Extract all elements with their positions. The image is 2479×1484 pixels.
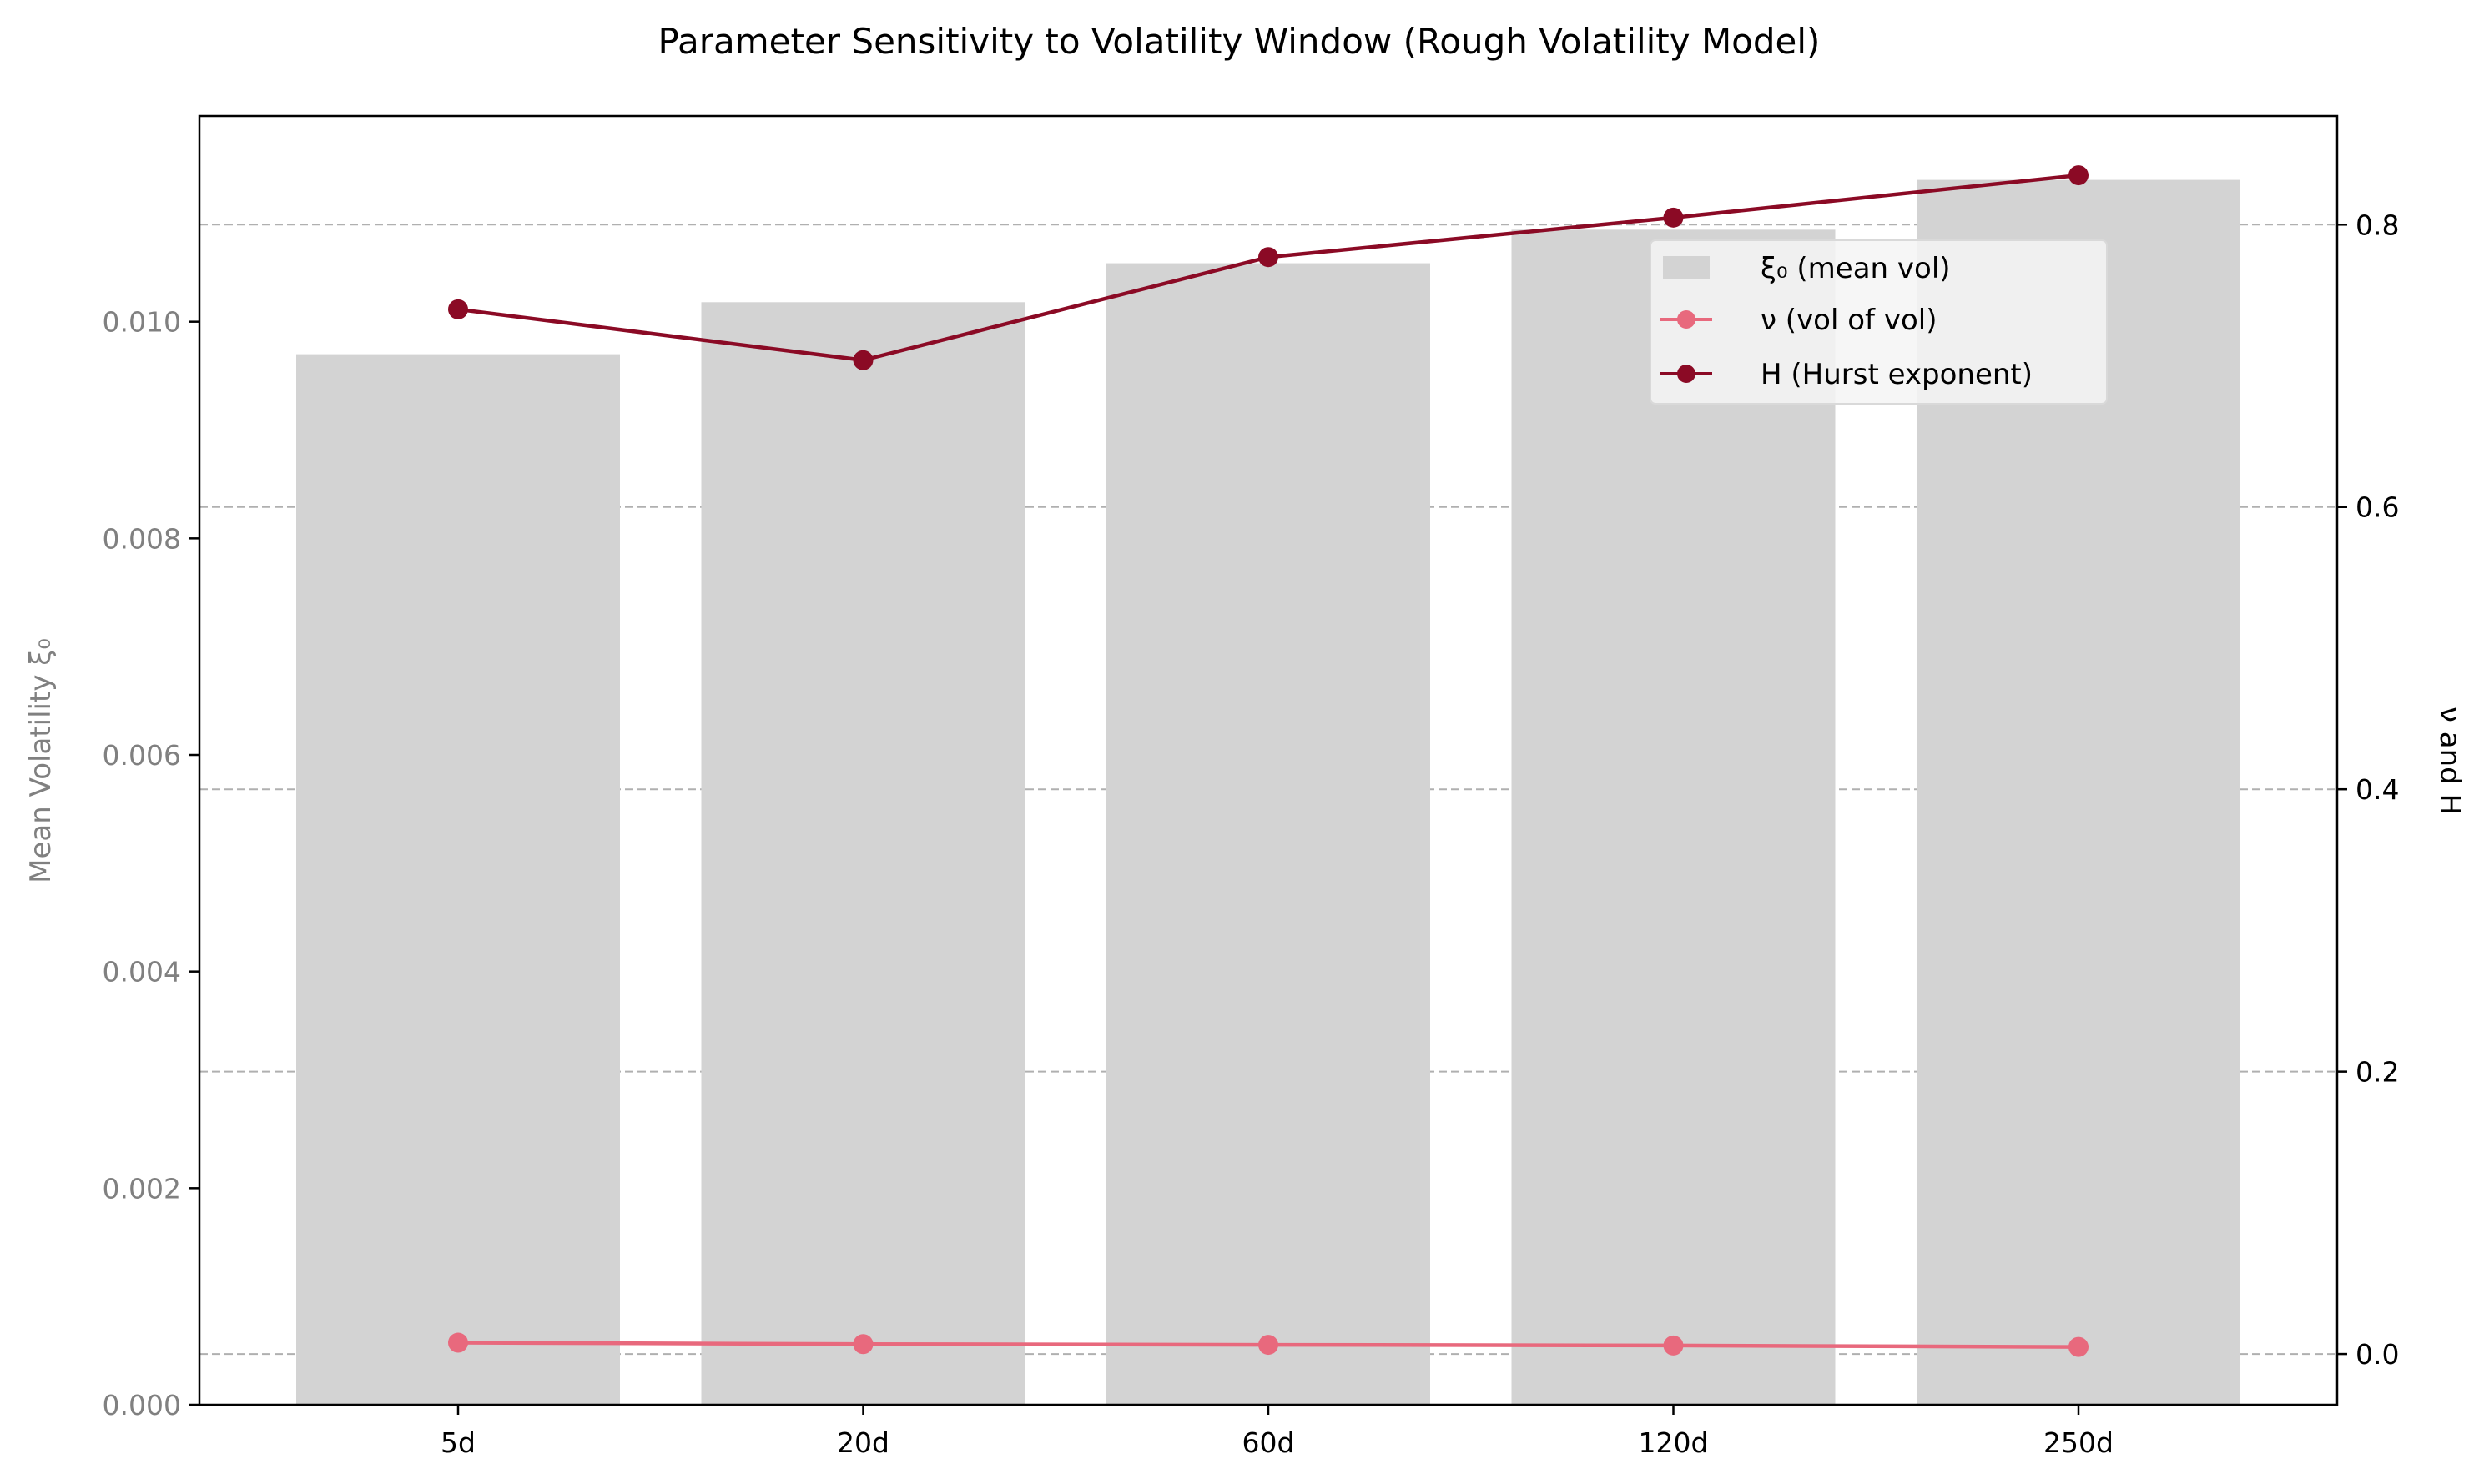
left-tick-label: 0.002 xyxy=(103,1172,181,1205)
bars xyxy=(296,179,2240,1406)
left-tick-label: 0.010 xyxy=(103,306,181,339)
left-tick-label: 0.008 xyxy=(103,522,181,555)
right-tick-label: 0.8 xyxy=(2356,209,2399,241)
chart-title: Parameter Sensitivity to Volatility Wind… xyxy=(658,21,1821,62)
x-tick-label: 120d xyxy=(1639,1426,1709,1459)
y-axis-label-right: ν and H xyxy=(2433,707,2466,815)
series-point-0-60d xyxy=(1258,1335,1278,1356)
legend-marker-nu xyxy=(1677,310,1695,329)
series-point-0-20d xyxy=(853,1334,874,1355)
bar-20d xyxy=(701,302,1025,1405)
x-tick-label: 5d xyxy=(441,1426,476,1459)
legend: ξ₀ (mean vol) ν (vol of vol) H (Hurst ex… xyxy=(1650,239,2108,405)
legend-label-bar: ξ₀ (mean vol) xyxy=(1761,252,1951,285)
left-tick-label: 0.004 xyxy=(103,956,181,988)
right-tick-label: 0.6 xyxy=(2356,491,2399,524)
series-point-0-250d xyxy=(2068,1336,2089,1357)
right-tick-label: 0.0 xyxy=(2356,1338,2399,1371)
x-axis: 5d 20d 60d 120d 250d xyxy=(441,1405,2114,1459)
x-tick-label: 250d xyxy=(2043,1426,2114,1459)
right-tick-label: 0.2 xyxy=(2356,1056,2399,1089)
y-axis-label-left: Mean Volatility ξ₀ xyxy=(24,638,58,883)
bar-120d xyxy=(1511,229,1836,1406)
series-point-1-20d xyxy=(853,350,874,370)
legend-swatch-bar xyxy=(1663,256,1710,279)
bar-60d xyxy=(1106,263,1430,1406)
series-point-1-120d xyxy=(1663,207,1684,228)
legend-box xyxy=(1650,239,2108,405)
left-tick-label: 0.006 xyxy=(103,739,181,772)
x-tick-label: 60d xyxy=(1242,1426,1295,1459)
right-tick-label: 0.4 xyxy=(2356,773,2399,806)
legend-marker-h xyxy=(1677,365,1695,383)
left-tick-label: 0.000 xyxy=(103,1389,181,1421)
series-point-0-120d xyxy=(1663,1335,1684,1356)
series-point-0-5d xyxy=(448,1332,468,1353)
legend-label-h: H (Hurst exponent) xyxy=(1761,358,2033,391)
left-y-axis: 0.000 0.002 0.004 0.006 0.008 0.010 xyxy=(103,306,199,1421)
legend-label-nu: ν (vol of vol) xyxy=(1761,304,1937,337)
series-point-1-5d xyxy=(448,299,468,319)
series-point-1-250d xyxy=(2068,165,2089,186)
series-lines xyxy=(448,165,2089,1357)
series-point-1-60d xyxy=(1258,247,1278,268)
x-tick-label: 20d xyxy=(837,1426,889,1459)
bar-5d xyxy=(296,354,620,1405)
right-y-axis: 0.0 0.2 0.4 0.6 0.8 xyxy=(2337,209,2399,1371)
